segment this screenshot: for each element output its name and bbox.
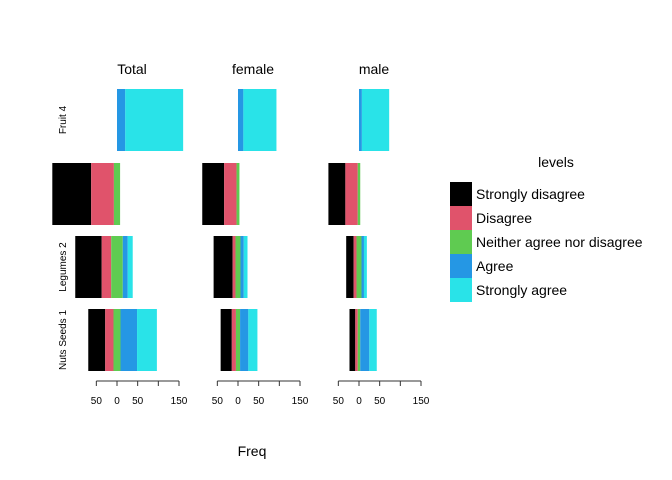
bar-male-row3-strongly-agree: [363, 236, 367, 298]
x-tick-label-female-0: 50: [212, 396, 224, 407]
bar-total-row1-strongly-agree: [125, 89, 184, 151]
row-label-fruit-4: Fruit 4: [58, 105, 69, 134]
panel-titles: Total female male: [117, 61, 389, 77]
bar-total-row4-agree: [120, 309, 138, 371]
legend-swatch-disagree: [450, 206, 472, 230]
legend-label-strongly-agree: Strongly agree: [476, 282, 567, 298]
bar-male-row3-strongly-disagree: [346, 236, 354, 298]
legend-swatch-neither-agree-nor-disagree: [450, 230, 472, 254]
bar-total-row2-disagree: [91, 163, 114, 225]
bar-male-row3-agree: [361, 236, 364, 298]
legend-label-agree: Agree: [476, 258, 514, 274]
legend-label-disagree: Disagree: [476, 210, 532, 226]
bar-female-row3-strongly-disagree: [213, 236, 233, 298]
x-tick-label-total-0: 50: [91, 396, 103, 407]
legend-swatch-strongly-disagree: [450, 182, 472, 206]
bar-total-row3-neither-agree-nor-disagree: [111, 236, 123, 298]
bar-total-row2-neither-agree-nor-disagree: [113, 163, 121, 225]
legend-swatch-agree: [450, 254, 472, 278]
legend: levels Strongly disagree Disagree Neither …: [450, 154, 643, 302]
bar-total-row2-strongly-disagree: [52, 163, 92, 225]
bar-female-row4-disagree: [231, 309, 236, 371]
x-tick-label-female-4: 150: [292, 396, 309, 407]
bars: [52, 89, 390, 371]
bar-female-row2-neither-agree-nor-disagree: [236, 163, 240, 225]
bar-total-row3-strongly-agree: [127, 236, 133, 298]
panel-title-female: female: [232, 61, 274, 77]
x-tick-label-total-2: 50: [132, 396, 144, 407]
x-tick-label-total-1: 0: [114, 396, 120, 407]
bar-female-row1-strongly-agree: [243, 89, 277, 151]
bar-total-row3-strongly-disagree: [75, 236, 102, 298]
bar-female-row1-agree: [238, 89, 244, 151]
x-axis-title: Freq: [238, 443, 267, 459]
row-labels: Fruit 4 Legumes 2 Nuts Seeds 1: [58, 105, 69, 370]
bar-female-row4-strongly-agree: [248, 309, 258, 371]
bar-male-row2-strongly-disagree: [328, 163, 346, 225]
bar-total-row4-strongly-agree: [137, 309, 157, 371]
bar-female-row4-agree: [240, 309, 249, 371]
bar-male-row4-neither-agree-nor-disagree: [357, 309, 361, 371]
bar-total-row1-agree: [117, 89, 126, 151]
bar-male-row4-agree: [360, 309, 370, 371]
x-axes: 50 0 50 150 50 0 50 150 50 0 50 150: [91, 380, 430, 407]
x-tick-label-female-1: 0: [235, 396, 241, 407]
bar-female-row4-strongly-disagree: [220, 309, 232, 371]
bar-total-row4-neither-agree-nor-disagree: [113, 309, 121, 371]
bar-male-row4-strongly-disagree: [349, 309, 356, 371]
bar-male-row4-strongly-agree: [369, 309, 377, 371]
x-tick-label-male-4: 150: [413, 396, 430, 407]
panel-title-total: Total: [117, 61, 147, 77]
bar-total-row4-strongly-disagree: [88, 309, 106, 371]
x-tick-label-male-2: 50: [374, 396, 386, 407]
bar-male-row1-agree: [359, 89, 362, 151]
bar-male-row2-disagree: [345, 163, 358, 225]
legend-label-strongly-disagree: Strongly disagree: [476, 186, 585, 202]
x-tick-label-female-2: 50: [253, 396, 265, 407]
bar-total-row3-disagree: [101, 236, 112, 298]
row-label-legumes-2: Legumes 2: [58, 242, 69, 292]
bar-female-row2-disagree: [224, 163, 237, 225]
panel-title-male: male: [359, 61, 390, 77]
x-tick-label-total-4: 150: [171, 396, 188, 407]
bar-male-row3-neither-agree-nor-disagree: [356, 236, 362, 298]
bar-male-row2-neither-agree-nor-disagree: [357, 163, 361, 225]
bar-total-row4-disagree: [105, 309, 114, 371]
bar-female-row2-strongly-disagree: [202, 163, 225, 225]
bar-female-row3-strongly-agree: [243, 236, 248, 298]
x-tick-label-male-0: 50: [333, 396, 345, 407]
bar-male-row3-disagree: [353, 236, 357, 298]
bar-total-row3-agree: [122, 236, 128, 298]
row-label-nuts-seeds-1: Nuts Seeds 1: [58, 310, 69, 370]
bar-female-row3-agree: [240, 236, 244, 298]
bar-female-row3-disagree: [232, 236, 236, 298]
bar-male-row1-strongly-agree: [361, 89, 390, 151]
bar-male-row4-disagree: [355, 309, 358, 371]
bar-female-row3-neither-agree-nor-disagree: [235, 236, 241, 298]
legend-label-neither-agree-nor-disagree: Neither agree nor disagree: [476, 234, 643, 250]
x-tick-label-male-1: 0: [356, 396, 362, 407]
bar-female-row4-neither-agree-nor-disagree: [235, 309, 241, 371]
legend-swatch-strongly-agree: [450, 278, 472, 302]
legend-title: levels: [538, 154, 574, 170]
